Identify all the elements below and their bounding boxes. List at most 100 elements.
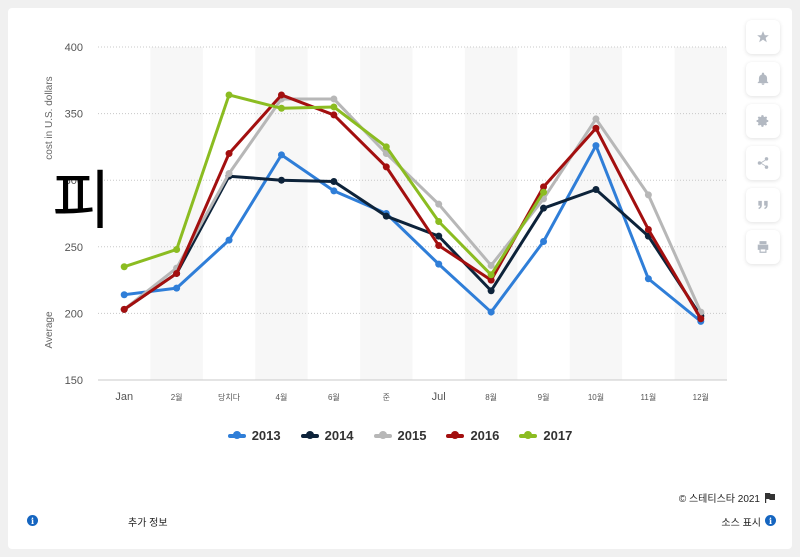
- point-2013-4[interactable]: [330, 187, 338, 195]
- legend-item-2015[interactable]: 2015: [373, 428, 427, 443]
- point-2014-8[interactable]: [540, 204, 548, 212]
- star-icon: [757, 31, 769, 43]
- x-tick-4: 6월: [328, 392, 340, 402]
- cite-button[interactable]: [746, 188, 780, 222]
- point-2016-4[interactable]: [330, 111, 338, 119]
- point-2015-6[interactable]: [435, 200, 443, 208]
- point-2014-3[interactable]: [277, 176, 285, 184]
- point-2013-1[interactable]: [173, 284, 181, 292]
- more-info-link[interactable]: 추가 정보: [128, 518, 168, 529]
- point-2017-7[interactable]: [487, 271, 495, 279]
- point-2015-7[interactable]: [487, 261, 495, 269]
- legend-swatch: [227, 430, 246, 439]
- series-line-2014: [123, 174, 703, 317]
- point-2014-6[interactable]: [435, 232, 443, 240]
- x-tick-11: 12월: [693, 392, 709, 402]
- point-2017-2[interactable]: [225, 91, 233, 99]
- quote-icon: [758, 200, 768, 210]
- copyright-text[interactable]: © 스테티스타 2021: [679, 490, 776, 505]
- point-2015-9[interactable]: [592, 115, 600, 123]
- point-2017-6[interactable]: [435, 217, 443, 225]
- point-2014-4[interactable]: [330, 178, 338, 186]
- point-2013-7[interactable]: [487, 308, 495, 316]
- x-tick-7: 8월: [485, 392, 497, 402]
- x-tick-3: 4월: [276, 392, 288, 402]
- y-tick-300: 300: [65, 175, 83, 187]
- notify-button[interactable]: [746, 62, 780, 96]
- x-tick-8: 9월: [538, 392, 550, 402]
- point-2016-5[interactable]: [382, 163, 390, 171]
- point-2017-5[interactable]: [382, 143, 390, 151]
- y-tick-200: 200: [65, 308, 83, 320]
- legend-item-2016[interactable]: 2016: [446, 428, 499, 443]
- point-2016-1[interactable]: [173, 269, 181, 277]
- y-axis-label-right: cost in U.S. dollars: [44, 76, 55, 159]
- source-link[interactable]: 소스 표시: [721, 518, 761, 529]
- copyright-label: © 스테티스타 2021: [678, 494, 760, 505]
- point-2013-2[interactable]: [225, 236, 233, 244]
- legend-item-2017[interactable]: 2017: [519, 428, 572, 443]
- point-2013-0[interactable]: [120, 291, 128, 299]
- band-9: [569, 47, 623, 380]
- legend-item-2013[interactable]: 2013: [227, 428, 281, 443]
- point-2013-6[interactable]: [435, 260, 443, 268]
- point-2016-8[interactable]: [540, 183, 548, 191]
- legend-swatch: [519, 430, 538, 439]
- source-info-icon[interactable]: i: [765, 515, 776, 526]
- point-2016-2[interactable]: [225, 150, 233, 158]
- x-tick-2: 당치다: [218, 392, 241, 402]
- point-2017-8[interactable]: [540, 188, 548, 196]
- alternate-bands: [150, 47, 727, 380]
- y-tick-400: 400: [65, 42, 83, 54]
- series-line-2013: [124, 144, 702, 323]
- info-icon[interactable]: i: [27, 515, 38, 526]
- series-line-2016: [123, 93, 703, 320]
- legend-label: 2014: [324, 428, 354, 443]
- legend-label: 2015: [397, 428, 427, 443]
- band-11: [674, 47, 727, 380]
- gear-icon: [756, 115, 769, 127]
- point-2017-3[interactable]: [277, 104, 285, 112]
- favorite-button[interactable]: [746, 20, 780, 54]
- point-2013-10[interactable]: [644, 275, 652, 283]
- point-2015-10[interactable]: [644, 191, 652, 199]
- point-2016-9[interactable]: [592, 124, 600, 132]
- y-tick-150: 150: [65, 375, 83, 387]
- print-button[interactable]: [746, 230, 780, 264]
- point-2014-9[interactable]: [592, 186, 600, 194]
- point-2017-4[interactable]: [330, 103, 338, 111]
- point-2015-2[interactable]: [225, 170, 233, 178]
- x-tick-6: Jul: [432, 391, 446, 403]
- band-7: [464, 47, 518, 380]
- point-2016-7[interactable]: [487, 276, 495, 284]
- point-2014-7[interactable]: [487, 287, 495, 295]
- point-2017-0[interactable]: [120, 263, 128, 271]
- settings-button[interactable]: [746, 104, 780, 138]
- legend-label: 2013: [251, 428, 281, 443]
- share-icon: [757, 157, 769, 169]
- point-2016-10[interactable]: [644, 225, 652, 233]
- point-2016-6[interactable]: [435, 241, 443, 249]
- x-tick-0: Jan: [115, 391, 133, 403]
- share-button[interactable]: [746, 146, 780, 180]
- legend-item-2014[interactable]: 2014: [300, 428, 354, 443]
- overlay-glyph: 피: [52, 165, 111, 239]
- point-2016-3[interactable]: [277, 91, 285, 99]
- point-2014-5[interactable]: [382, 212, 390, 220]
- point-2013-3[interactable]: [277, 151, 285, 159]
- series-lines: [120, 91, 705, 325]
- point-2016-11[interactable]: [697, 315, 705, 323]
- gridlines: [98, 46, 727, 381]
- y-tick-labels: 150 200 250 300 350 400: [65, 42, 83, 387]
- point-2017-1[interactable]: [173, 245, 181, 253]
- flag-icon: [765, 492, 775, 503]
- x-tick-1: 2월: [171, 392, 183, 402]
- point-2016-0[interactable]: [120, 305, 128, 313]
- point-2015-4[interactable]: [330, 95, 338, 103]
- point-2013-9[interactable]: [592, 142, 600, 150]
- point-2013-8[interactable]: [540, 237, 548, 245]
- legend-swatch: [300, 430, 319, 439]
- legend-swatch: [446, 430, 465, 439]
- y-tick-250: 250: [65, 242, 83, 254]
